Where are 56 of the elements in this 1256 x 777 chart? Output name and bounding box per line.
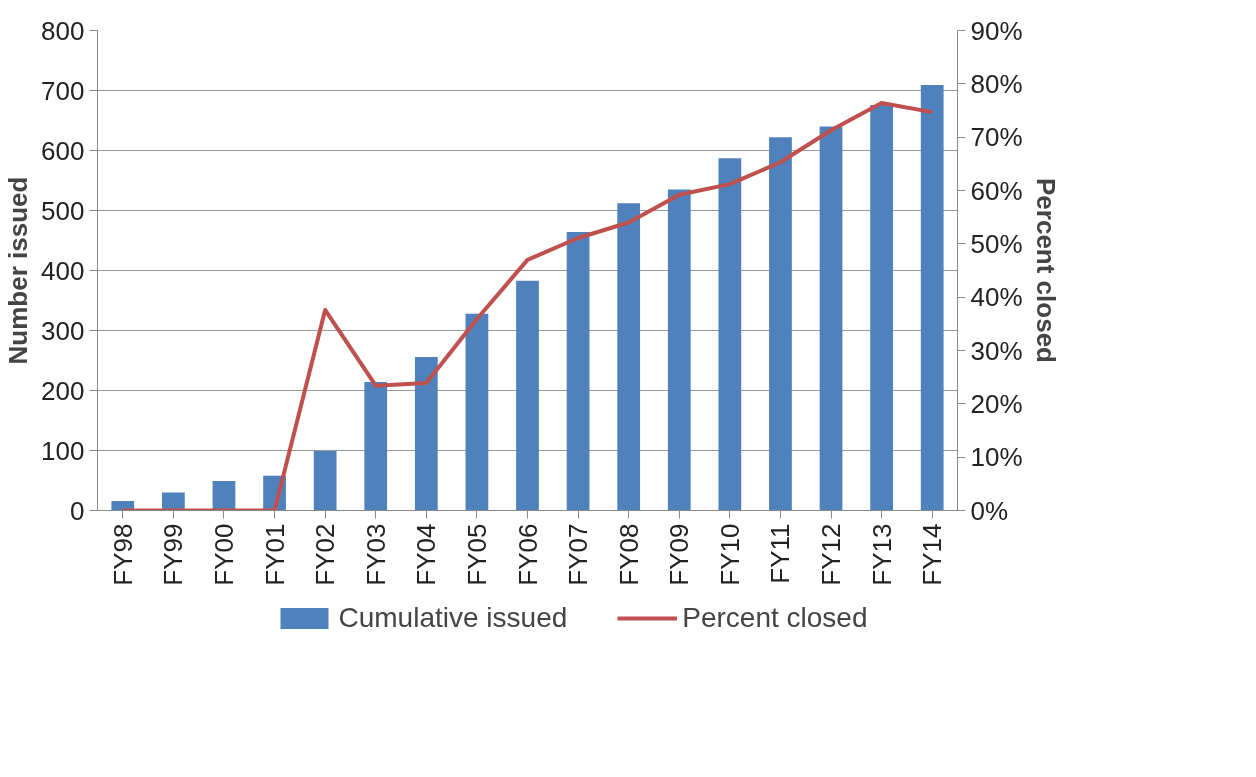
- bar: [212, 481, 236, 511]
- bar: [718, 158, 742, 511]
- bar: [667, 189, 691, 511]
- y-tick-label: 100: [41, 435, 85, 466]
- y2-tick-label: 80%: [970, 68, 1023, 99]
- y-tick-label: 700: [41, 75, 85, 106]
- x-tick-label: FY09: [664, 523, 695, 586]
- bar: [819, 126, 843, 511]
- x-tick-label: FY01: [259, 523, 290, 586]
- x-tick-label: FY13: [866, 523, 897, 586]
- y2-axis-title: Percent closed: [1030, 178, 1061, 363]
- x-tick-label: FY10: [714, 523, 745, 586]
- legend-label: Cumulative issued: [338, 602, 568, 634]
- bar: [769, 137, 792, 511]
- x-tick-label: FY07: [563, 523, 594, 586]
- bar: [617, 203, 641, 511]
- y-tick-label: 500: [41, 195, 85, 226]
- y-tick-label: 0: [70, 495, 85, 526]
- y2-tick-label: 90%: [970, 15, 1023, 46]
- bar: [313, 451, 337, 511]
- bar: [465, 313, 489, 511]
- y-axis-title: Number issued: [3, 176, 34, 365]
- y-tick-label: 400: [41, 255, 85, 286]
- bar: [414, 356, 438, 511]
- x-tick-label: FY08: [613, 523, 644, 586]
- bar: [566, 232, 590, 511]
- x-tick-label: FY06: [512, 523, 543, 586]
- x-tick-label: FY98: [107, 523, 138, 586]
- x-tick-label: FY14: [917, 523, 948, 586]
- x-tick-label: FY04: [411, 523, 442, 586]
- bar: [516, 280, 539, 511]
- bar: [162, 492, 185, 511]
- legend-label: Percent closed: [682, 602, 868, 634]
- x-tick-label: FY03: [360, 523, 391, 586]
- y-tick-label: 800: [41, 15, 85, 46]
- y2-tick-label: 20%: [970, 388, 1023, 419]
- bar: [870, 104, 893, 511]
- x-tick-label: FY99: [158, 523, 189, 586]
- x-tick-label: FY00: [208, 523, 239, 586]
- y2-tick-label: 70%: [970, 122, 1023, 153]
- x-tick-label: FY05: [461, 523, 492, 586]
- bar: [364, 382, 388, 511]
- y-tick-label: 200: [41, 375, 85, 406]
- y2-tick-label: 40%: [970, 282, 1023, 313]
- y2-tick-label: 30%: [970, 335, 1023, 366]
- y-tick-label: 600: [41, 135, 85, 166]
- x-tick-label: FY11: [765, 523, 796, 584]
- y-tick-label: 300: [41, 315, 85, 346]
- y2-tick-label: 60%: [970, 175, 1023, 206]
- y2-tick-label: 50%: [970, 228, 1023, 259]
- x-tick-label: FY12: [816, 523, 847, 586]
- y2-tick-label: 0%: [970, 495, 1009, 526]
- y2-tick-label: 10%: [970, 442, 1023, 473]
- x-tick-label: FY02: [310, 523, 341, 586]
- line-series: [120, 101, 935, 511]
- bar: [920, 85, 944, 511]
